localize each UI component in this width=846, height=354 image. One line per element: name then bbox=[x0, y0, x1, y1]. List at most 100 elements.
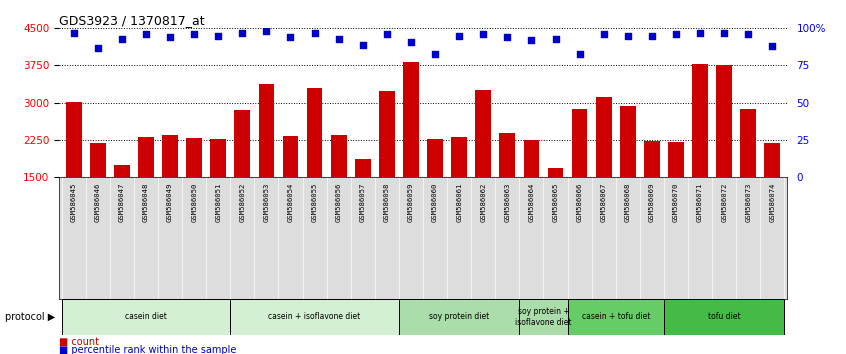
Bar bbox=[717, 65, 732, 251]
Point bbox=[669, 32, 683, 37]
Bar bbox=[620, 106, 635, 251]
Point bbox=[67, 30, 80, 36]
Bar bbox=[331, 135, 347, 251]
Point bbox=[115, 36, 129, 41]
Point bbox=[404, 39, 418, 45]
Point bbox=[260, 28, 273, 34]
Bar bbox=[668, 142, 684, 251]
Point bbox=[140, 32, 153, 37]
Text: GSM586056: GSM586056 bbox=[336, 183, 342, 222]
Bar bbox=[475, 90, 491, 251]
Bar bbox=[499, 133, 515, 251]
Bar bbox=[451, 137, 467, 251]
Bar bbox=[138, 137, 154, 251]
Bar bbox=[162, 135, 178, 251]
Point bbox=[741, 32, 755, 37]
Bar bbox=[186, 138, 202, 251]
Point bbox=[356, 42, 370, 47]
Bar bbox=[427, 139, 442, 251]
Text: GSM586057: GSM586057 bbox=[360, 183, 365, 222]
Text: casein diet: casein diet bbox=[125, 312, 167, 321]
Point bbox=[187, 32, 201, 37]
Bar bbox=[355, 159, 371, 251]
Text: GSM586068: GSM586068 bbox=[625, 183, 631, 222]
Text: GSM586061: GSM586061 bbox=[456, 183, 462, 222]
Point bbox=[549, 36, 563, 41]
Text: GSM586067: GSM586067 bbox=[601, 183, 607, 222]
Point bbox=[380, 32, 393, 37]
Bar bbox=[399, 299, 519, 335]
Text: GSM586073: GSM586073 bbox=[745, 183, 751, 222]
Bar bbox=[379, 91, 395, 251]
Bar bbox=[644, 141, 660, 251]
Text: GSM586063: GSM586063 bbox=[504, 183, 510, 222]
Text: GSM586060: GSM586060 bbox=[432, 183, 438, 222]
Text: ■ count: ■ count bbox=[59, 337, 99, 347]
Bar bbox=[524, 140, 539, 251]
Point bbox=[283, 34, 297, 40]
Text: soy protein diet: soy protein diet bbox=[429, 312, 489, 321]
Point bbox=[573, 51, 586, 56]
Text: GSM586051: GSM586051 bbox=[215, 183, 221, 222]
Bar bbox=[572, 109, 587, 251]
Text: protocol ▶: protocol ▶ bbox=[5, 312, 55, 322]
Text: GSM586065: GSM586065 bbox=[552, 183, 558, 222]
Text: GSM586059: GSM586059 bbox=[408, 183, 414, 222]
Point bbox=[453, 33, 466, 39]
Bar bbox=[765, 143, 780, 251]
Text: GSM586062: GSM586062 bbox=[481, 183, 486, 222]
Text: GSM586069: GSM586069 bbox=[649, 183, 655, 222]
Bar bbox=[234, 110, 250, 251]
Text: GDS3923 / 1370817_at: GDS3923 / 1370817_at bbox=[59, 14, 205, 27]
Bar bbox=[547, 168, 563, 251]
Point bbox=[476, 32, 490, 37]
Bar bbox=[404, 62, 419, 251]
Text: GSM586054: GSM586054 bbox=[288, 183, 294, 222]
Point bbox=[525, 38, 538, 43]
Bar bbox=[66, 102, 81, 251]
Text: GSM586055: GSM586055 bbox=[311, 183, 317, 222]
Text: GSM586072: GSM586072 bbox=[721, 183, 728, 222]
Text: GSM586066: GSM586066 bbox=[577, 183, 583, 222]
Bar bbox=[664, 299, 784, 335]
Text: GSM586050: GSM586050 bbox=[191, 183, 197, 222]
Text: GSM586047: GSM586047 bbox=[118, 183, 125, 222]
Text: GSM586048: GSM586048 bbox=[143, 183, 149, 222]
Bar bbox=[90, 143, 106, 251]
Point bbox=[235, 30, 249, 36]
Bar bbox=[596, 97, 612, 251]
Bar bbox=[692, 64, 708, 251]
Point bbox=[766, 43, 779, 49]
Bar bbox=[568, 299, 664, 335]
Bar bbox=[211, 139, 226, 251]
Point bbox=[597, 32, 611, 37]
Text: GSM586052: GSM586052 bbox=[239, 183, 245, 222]
Text: GSM586070: GSM586070 bbox=[673, 183, 679, 222]
Text: GSM586071: GSM586071 bbox=[697, 183, 703, 222]
Point bbox=[91, 45, 105, 51]
Point bbox=[163, 34, 177, 40]
Bar bbox=[259, 84, 274, 251]
Text: casein + isoflavone diet: casein + isoflavone diet bbox=[268, 312, 360, 321]
Point bbox=[621, 33, 634, 39]
Bar bbox=[519, 299, 568, 335]
Bar bbox=[283, 136, 299, 251]
Text: GSM586046: GSM586046 bbox=[95, 183, 101, 222]
Point bbox=[645, 33, 659, 39]
Bar bbox=[114, 165, 129, 251]
Point bbox=[501, 34, 514, 40]
Point bbox=[332, 36, 345, 41]
Text: GSM586058: GSM586058 bbox=[384, 183, 390, 222]
Point bbox=[693, 30, 706, 36]
Point bbox=[308, 30, 321, 36]
Text: tofu diet: tofu diet bbox=[708, 312, 740, 321]
Bar bbox=[230, 299, 399, 335]
Text: soy protein +
isoflavone diet: soy protein + isoflavone diet bbox=[515, 307, 572, 326]
Bar bbox=[62, 299, 230, 335]
Text: GSM586049: GSM586049 bbox=[167, 183, 173, 222]
Text: GSM586074: GSM586074 bbox=[769, 183, 775, 222]
Point bbox=[717, 30, 731, 36]
Bar bbox=[740, 109, 756, 251]
Point bbox=[428, 51, 442, 56]
Point bbox=[212, 33, 225, 39]
